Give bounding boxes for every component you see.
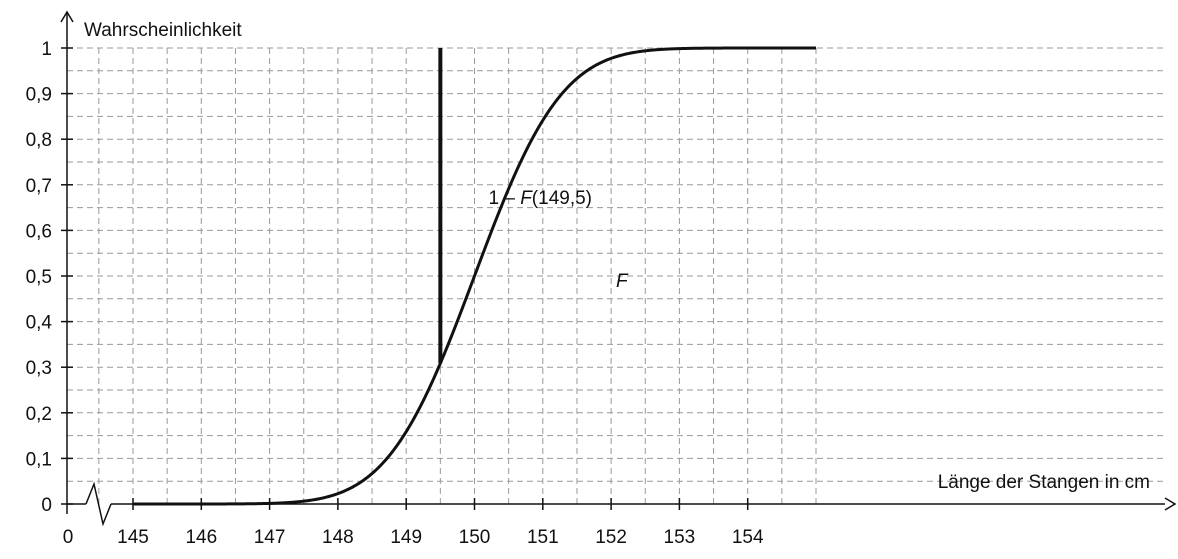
y-tick-label: 0,6 bbox=[26, 221, 52, 242]
x-axis-title: Länge der Stangen in cm bbox=[938, 472, 1150, 493]
y-tick-label: 0 bbox=[41, 495, 52, 516]
annotation-label-italic: F bbox=[520, 188, 533, 209]
x-tick-label: 145 bbox=[117, 527, 149, 548]
axes bbox=[60, 10, 1177, 527]
curve-F bbox=[133, 46, 816, 506]
y-tick-label: 0,4 bbox=[26, 313, 53, 334]
y-tick-label: 0,5 bbox=[26, 267, 52, 288]
x-axis-origin-label: 0 bbox=[63, 527, 74, 548]
x-tick-label: 149 bbox=[390, 527, 422, 548]
x-tick-label: 152 bbox=[595, 527, 627, 548]
annotation-label-prefix: 1 – bbox=[488, 188, 520, 209]
y-axis-title: Wahrscheinlichkeit bbox=[84, 20, 242, 41]
x-tick-label: 147 bbox=[254, 527, 286, 548]
x-axis-arrow bbox=[1164, 497, 1177, 511]
x-tick-label: 150 bbox=[459, 527, 491, 548]
y-axis-arrow bbox=[60, 10, 74, 23]
y-tick-label: 0,8 bbox=[26, 130, 52, 151]
y-tick-label: 0,9 bbox=[26, 85, 52, 106]
curve-label: F bbox=[616, 271, 629, 292]
x-tick-label: 151 bbox=[527, 527, 559, 548]
x-tick-label: 153 bbox=[664, 527, 696, 548]
chart-marks bbox=[133, 46, 816, 506]
grid bbox=[67, 47, 1165, 504]
y-tick-label: 1 bbox=[41, 39, 52, 60]
y-tick-label: 0,2 bbox=[26, 404, 52, 425]
y-tick-label: 0,3 bbox=[26, 358, 52, 379]
x-tick-label: 148 bbox=[322, 527, 354, 548]
annotation-label-suffix: (149,5) bbox=[532, 188, 592, 209]
x-tick-label: 154 bbox=[732, 527, 764, 548]
annotation-label: 1 – F(149,5) bbox=[488, 188, 592, 209]
y-tick-label: 0,1 bbox=[26, 449, 52, 470]
y-tick-label: 0,7 bbox=[26, 176, 52, 197]
axis-break-mark bbox=[85, 481, 112, 527]
x-tick-label: 146 bbox=[185, 527, 217, 548]
ticks: 145 146 147 148 149 150 151 152 153 154 0 0,1 0,2 0,3… bbox=[26, 39, 764, 548]
